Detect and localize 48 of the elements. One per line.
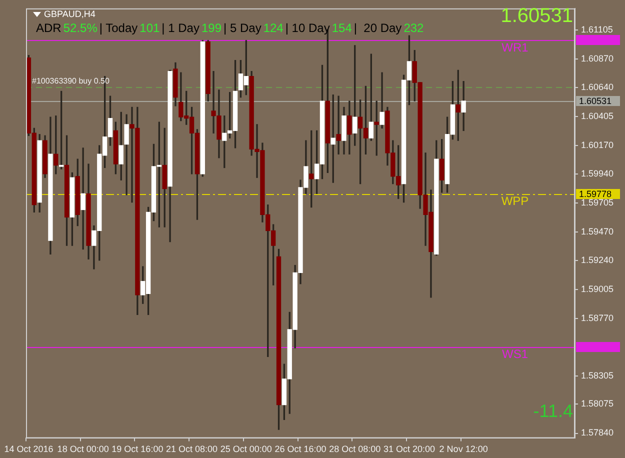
x-tick-label: 14 Oct 2016 (4, 444, 54, 454)
x-tick-label: 26 Oct 16:00 (274, 444, 326, 454)
candlestick (461, 80, 466, 131)
x-tick-label: 18 Oct 00:00 (57, 444, 109, 454)
annotation: | 10 Day (285, 21, 330, 35)
candlestick (80, 148, 86, 250)
x-tick-label: 2 Nov 12:00 (439, 444, 488, 454)
annotation: 199 (201, 21, 222, 35)
annotation: | Today (99, 21, 138, 35)
candlestick (380, 72, 384, 129)
annotation: | 5 Day (224, 21, 262, 35)
annotation: 154 (332, 21, 352, 35)
annotation: WS1 (502, 346, 528, 361)
ref-line-label: 1.60531 (576, 96, 620, 106)
annotation: 232 (404, 21, 424, 35)
y-tick-label: 1.60170 (581, 140, 614, 150)
chart-title: GBPAUD,H4 (44, 9, 96, 19)
annotation: 124 (263, 21, 284, 35)
annotation: 1.60531 (500, 5, 573, 27)
candlestick (336, 96, 341, 154)
x-tick-label: 19 Oct 16:00 (112, 444, 164, 454)
y-tick-label: 1.59240 (581, 254, 614, 265)
annotation: | 1 Day (162, 21, 200, 35)
y-tick-label: 1.60640 (581, 82, 614, 92)
x-tick-label: 28 Oct 08:00 (329, 444, 381, 454)
y-tick-label: 1.59005 (581, 284, 614, 294)
ref-line-label: 1.59778 (576, 188, 620, 199)
x-tick-label: 25 Oct 00:00 (220, 444, 272, 454)
y-tick-label: 1.59705 (581, 197, 614, 208)
x-tick-label: 31 Oct 20:00 (383, 444, 435, 454)
y-tick-label: 1.58075 (581, 398, 614, 409)
annotation: -11.4 (533, 401, 573, 421)
y-tick-label: 1.58770 (581, 312, 614, 323)
y-tick-label: 1.60405 (581, 110, 614, 121)
annotation: 101 (140, 21, 160, 35)
annotation: WR1 (502, 40, 529, 54)
y-tick-label: 1.61105 (581, 24, 613, 34)
y-tick-label: 1.60870 (581, 54, 614, 64)
y-tick-label: 1.59940 (581, 168, 614, 178)
annotation: | 20 Day (354, 21, 402, 35)
y-tick-label: 1.57840 (581, 428, 614, 438)
ref-line-label: #100363390 buy 0.50 (32, 76, 110, 86)
y-tick-label: 1.58305 (581, 370, 614, 380)
y-tick-label: 1.59470 (581, 226, 614, 236)
annotation: 52.5% (63, 21, 98, 35)
annotation: ADR (36, 21, 62, 35)
annotation: WPP (501, 194, 529, 208)
x-tick-label: 21 Oct 08:00 (166, 444, 218, 454)
